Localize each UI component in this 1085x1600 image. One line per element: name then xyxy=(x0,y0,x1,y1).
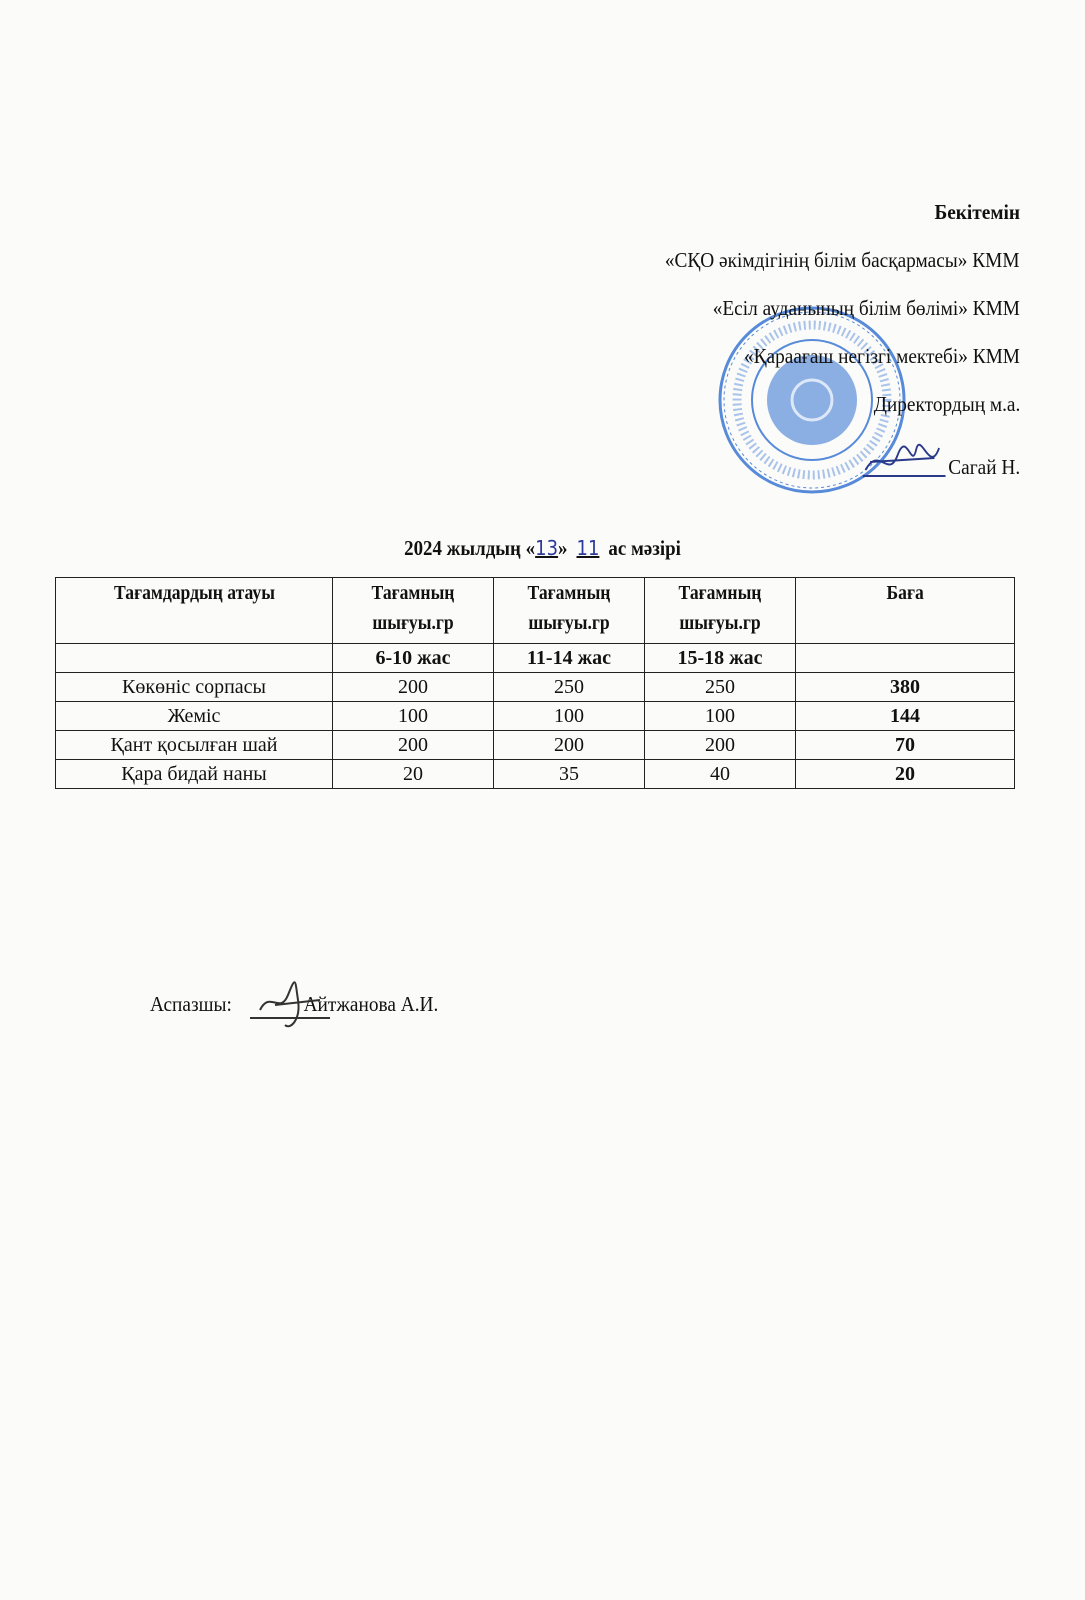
cook-label: Аспазшы: xyxy=(150,992,232,1016)
director-signature xyxy=(862,443,946,477)
approval-line-1: «СҚО әкімдігінің білім басқармасы» КММ xyxy=(665,248,1020,272)
age-15-18: 15-18 жас xyxy=(644,643,796,673)
cook-signature-line: Аспазшы: Айтжанова А.И. xyxy=(150,992,438,1017)
month-handwritten: 11 xyxy=(576,536,600,560)
header-output-1: Тағамның шығуы.гр xyxy=(371,582,455,634)
menu-title: 2024 жылдың «13» 11 ас мәзірі xyxy=(404,536,681,560)
approval-line-3: «Қараағаш негізгі мектебі» КММ xyxy=(744,344,1020,368)
table-row: Көкөніс сорпасы 200 250 250 380 xyxy=(55,672,1015,702)
approval-line-2: «Есіл ауданының білім бөлімі» КММ xyxy=(712,296,1020,320)
header-price: Баға xyxy=(886,582,924,604)
header-output-2: Тағамның шығуы.гр xyxy=(527,582,611,634)
header-output-3: Тағамның шығуы.гр xyxy=(678,582,762,634)
age-6-10: 6-10 жас xyxy=(332,643,494,673)
age-11-14: 11-14 жас xyxy=(493,643,645,673)
director-signature-line: Сагай Н. xyxy=(861,440,1020,480)
cook-signature xyxy=(250,981,330,1028)
table-header-row: Тағамдардың атауы Тағамның шығуы.гр Таға… xyxy=(55,577,1015,644)
signer-name: Сагай Н. xyxy=(948,455,1020,479)
table-row: Жеміс 100 100 100 144 xyxy=(55,701,1015,731)
age-group-row: 6-10 жас 11-14 жас 15-18 жас xyxy=(55,643,1015,673)
official-stamp xyxy=(718,306,906,494)
cook-name: Айтжанова А.И. xyxy=(303,992,439,1016)
approval-heading: Бекітемін xyxy=(934,200,1020,224)
header-dish-name: Тағамдардың атауы xyxy=(113,582,275,604)
menu-table: Тағамдардың атауы Тағамның шығуы.гр Таға… xyxy=(55,577,1015,789)
table-row: Қара бидай наны 20 35 40 20 xyxy=(55,759,1015,789)
table-row: Қант қосылған шай 200 200 200 70 xyxy=(55,730,1015,760)
approval-line-4: Директордың м.а. xyxy=(873,392,1020,416)
day-handwritten: 13 xyxy=(535,536,559,560)
